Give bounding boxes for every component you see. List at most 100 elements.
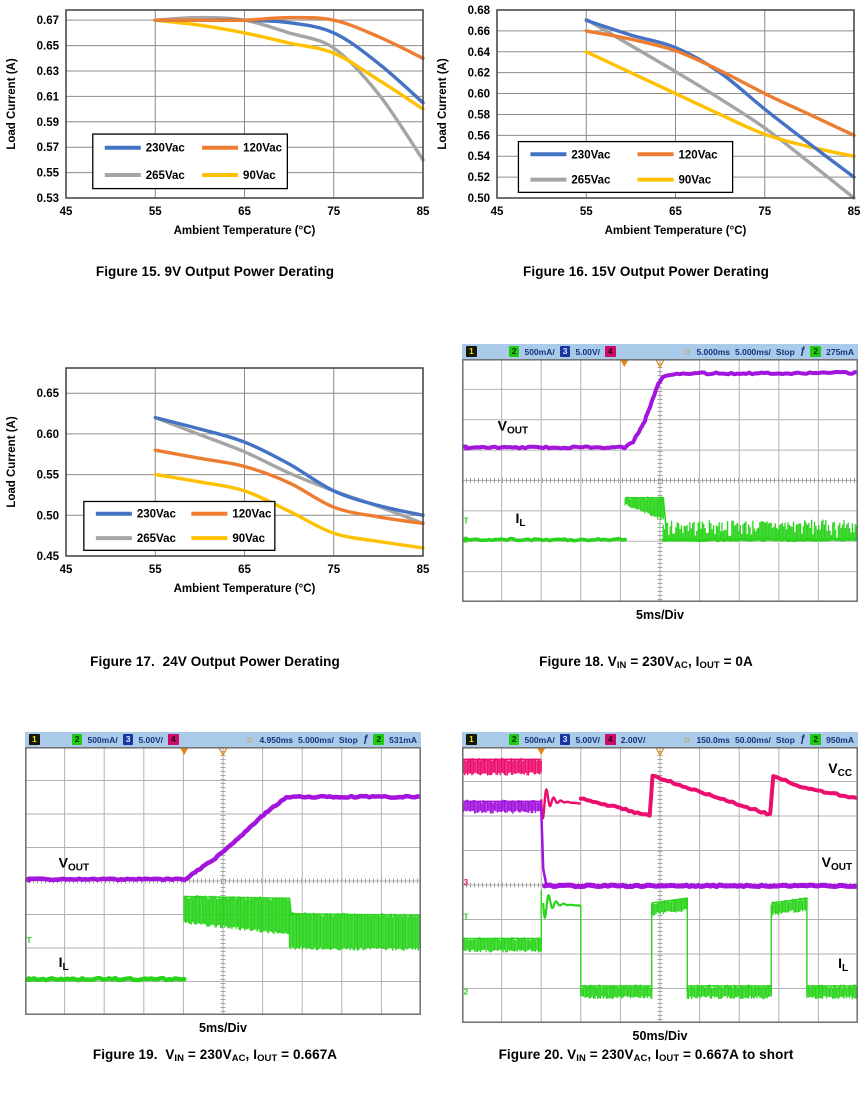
caption-subscript: AC bbox=[633, 1053, 648, 1065]
trace-il-burst-1 bbox=[183, 895, 291, 936]
y-tick-label: 0.60 bbox=[37, 429, 59, 441]
figure-20-scope-capture: 1 2 500mA/3 5.00V/4 2.00V/ ☼ 150.0ms 50.00ms/St… bbox=[461, 732, 861, 1043]
scope-display-border bbox=[462, 747, 858, 1023]
legend-label-230Vac: 230Vac bbox=[137, 509, 177, 521]
channel-marker-T: T bbox=[464, 515, 470, 525]
caption-figure-17: Figure 17. 24V Output Power Derating bbox=[0, 654, 430, 669]
trace-il-baseline-pre bbox=[22, 975, 187, 983]
caption-figure-19: Figure 19. VIN = 230VAC, IOUT = 0.667A bbox=[0, 1047, 430, 1065]
x-tick-label: 45 bbox=[60, 564, 73, 576]
caption-subscript: OUT bbox=[658, 1053, 680, 1065]
caption-subscript: OUT bbox=[257, 1053, 278, 1065]
caption-text: Figure 17. 24V Output Power Derating bbox=[90, 654, 340, 669]
channel-marker-T: T bbox=[27, 935, 33, 945]
legend-label-120Vac: 120Vac bbox=[679, 149, 719, 161]
trace-vout-drop-edge bbox=[539, 806, 548, 887]
y-tick-label: 0.55 bbox=[37, 168, 60, 180]
chart-series bbox=[153, 15, 425, 162]
vout-label: VOUT bbox=[822, 854, 852, 873]
channel-badge-4: 4 bbox=[605, 346, 616, 357]
y-tick-label: 0.58 bbox=[468, 109, 491, 121]
channel-badge-2: 2 bbox=[508, 346, 520, 357]
y-tick-label: 0.60 bbox=[468, 89, 490, 101]
scope-graticule bbox=[462, 359, 858, 602]
caption-text: Figure 18. V bbox=[539, 654, 617, 669]
figure-17-24v-derating-chart: 0.45 0.50 0.55 0.60 0.65 45 55 65 75 85 Ambient Te… bbox=[0, 360, 430, 617]
intensity-sun-icon: ☼ bbox=[682, 345, 692, 357]
caption-text: Figure 15. 9V Output Power Derating bbox=[95, 264, 335, 279]
legend-label-90Vac: 90Vac bbox=[243, 170, 276, 182]
scope-traces bbox=[461, 757, 861, 1000]
x-tick-label: 45 bbox=[491, 206, 504, 218]
chart-series bbox=[584, 17, 856, 200]
scope-readout: 500mA/ bbox=[524, 346, 555, 357]
trace-il-low-1 bbox=[580, 984, 653, 1000]
scope-readout: 500mA/ bbox=[524, 734, 555, 745]
caption-figure-20: Figure 20. VIN = 230VAC, IOUT = 0.667A t… bbox=[431, 1047, 861, 1065]
derating-chart-svg: 0.45 0.50 0.55 0.60 0.65 45 55 65 75 85 Ambient Te… bbox=[6, 367, 430, 595]
scope-readout: 500mA/ bbox=[87, 734, 118, 745]
caption-text: = 0.667A to short bbox=[679, 1047, 794, 1062]
caption-subscript: AC bbox=[674, 660, 688, 672]
y-tick-label: 0.54 bbox=[468, 151, 491, 163]
x-axis-title: Ambient Temperature (°C) bbox=[174, 225, 316, 237]
x-tick-label: 75 bbox=[327, 564, 340, 576]
trace-vcc-ringing bbox=[540, 787, 581, 820]
legend-box bbox=[83, 500, 276, 552]
trigger-position-marker bbox=[537, 748, 546, 755]
y-tick-label: 0.66 bbox=[468, 26, 490, 38]
y-axis-title: Load Current (A) bbox=[437, 58, 449, 150]
x-tick-label: 75 bbox=[758, 206, 771, 218]
caption-subscript: AC bbox=[231, 1053, 246, 1065]
trigger-edge-icon: ƒ bbox=[799, 734, 806, 745]
trace-il-band-pre bbox=[461, 937, 542, 953]
channel-marker-3: 3 bbox=[464, 877, 469, 887]
y-tick-label: 0.57 bbox=[37, 142, 59, 154]
vout-label: VOUT bbox=[498, 418, 528, 437]
intensity-sun-icon: ☼ bbox=[245, 733, 255, 745]
channel-marker-3: 3 bbox=[27, 874, 32, 884]
plot-border bbox=[65, 367, 424, 557]
channel-marker-3: 3 bbox=[464, 442, 469, 452]
timebase-label: 5ms/Div bbox=[636, 608, 684, 622]
scope-status-bar: 1 2 500mA/3 5.00V/4 2.00V/ ☼ 150.0ms 50.00ms/St… bbox=[462, 732, 858, 747]
legend-label-120Vac: 120Vac bbox=[232, 509, 272, 521]
caption-subscript: IN bbox=[576, 1053, 586, 1065]
x-tick-label: 65 bbox=[238, 564, 251, 576]
y-tick-label: 0.52 bbox=[468, 172, 490, 184]
series-line-120Vac bbox=[584, 29, 856, 137]
oscilloscope-screenshot: 1 2 500mA/3 5.00V/4 ☼ 5.000ms 5.000ms/Stop ƒ 2 27… bbox=[460, 344, 860, 622]
trace-il-pulse-2 bbox=[770, 897, 808, 916]
channel-marker-2: 2 bbox=[464, 986, 469, 996]
x-tick-label: 85 bbox=[848, 206, 861, 218]
y-tick-label: 0.63 bbox=[37, 66, 59, 78]
trace-vout-main bbox=[542, 882, 861, 890]
timebase-label: 5ms/Div bbox=[199, 1021, 247, 1035]
x-tick-label: 55 bbox=[149, 206, 162, 218]
x-tick-label: 65 bbox=[238, 206, 251, 218]
trace-il-startup-burst bbox=[624, 496, 664, 520]
trigger-position-marker bbox=[180, 748, 189, 755]
trace-il-step-edge bbox=[288, 897, 292, 917]
caption-text: = 230V bbox=[626, 654, 675, 669]
scope-readout: 5.000ms bbox=[696, 346, 730, 357]
intensity-sun-icon: ☼ bbox=[682, 733, 692, 745]
channel-badge-3: 3 bbox=[122, 734, 134, 745]
x-axis-title: Ambient Temperature (°C) bbox=[605, 225, 747, 237]
chart-legend: 230Vac 120Vac 265Vac 90Vac bbox=[92, 133, 288, 190]
x-tick-label: 65 bbox=[669, 206, 682, 218]
y-tick-label: 0.56 bbox=[468, 130, 490, 142]
trace-vcc-sawtooth bbox=[578, 773, 860, 818]
y-axis-title: Load Current (A) bbox=[6, 416, 18, 508]
legend-label-265Vac: 265Vac bbox=[137, 533, 177, 545]
scope-readout: 950mA bbox=[826, 734, 854, 745]
scope-readout: Stop bbox=[775, 734, 795, 745]
scope-readout: 5.000ms/ bbox=[298, 734, 334, 745]
caption-figure-18: Figure 18. VIN = 230VAC, IOUT = 0A bbox=[431, 654, 861, 672]
legend-label-230Vac: 230Vac bbox=[571, 149, 611, 161]
figure-18-scope-capture: 1 2 500mA/3 5.00V/4 ☼ 5.000ms 5.000ms/Stop ƒ 2 27… bbox=[460, 344, 860, 622]
trace-il-baseline-post bbox=[661, 537, 860, 543]
channel-marker-T: T bbox=[464, 912, 470, 922]
caption-text: Figure 16. 15V Output Power Derating bbox=[523, 264, 769, 279]
scope-readout: 5.00V/ bbox=[575, 346, 601, 357]
